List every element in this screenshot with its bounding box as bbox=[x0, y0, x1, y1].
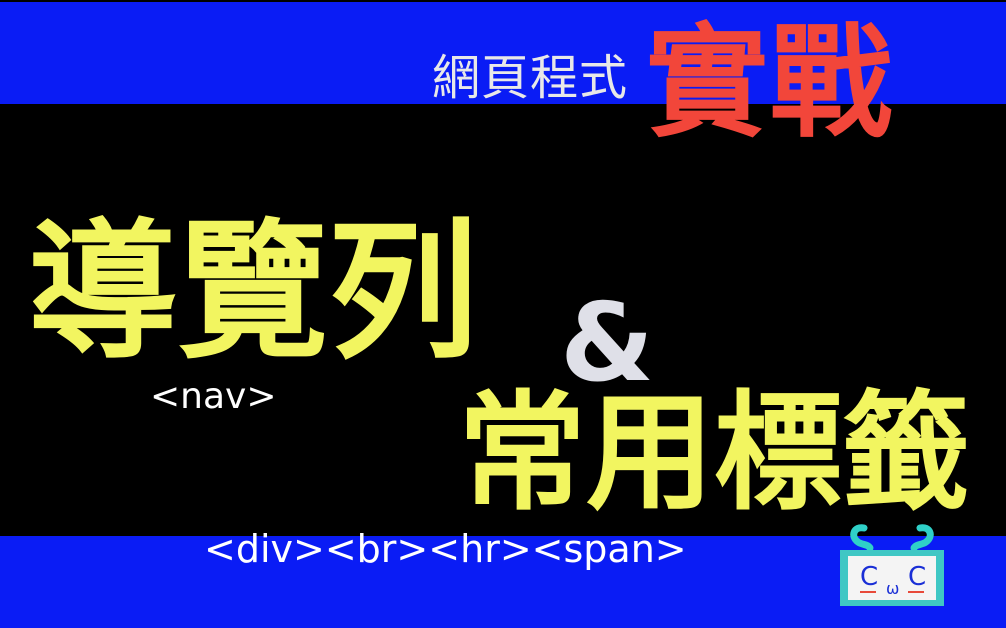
tv-mascot-icon: C ω C bbox=[840, 524, 944, 606]
top-blue-band bbox=[0, 0, 1006, 104]
nav-tag-label: <nav> bbox=[150, 376, 277, 417]
subtitle: 網頁程式 bbox=[432, 50, 629, 106]
bottom-blue-band bbox=[0, 536, 1006, 628]
tag-list-label: <div><br><hr><span> bbox=[204, 527, 687, 571]
logo-left-letter: C bbox=[860, 562, 878, 592]
cwc-logo: C ω C bbox=[836, 522, 948, 608]
ampersand: & bbox=[560, 281, 655, 406]
logo-middle-letter: ω bbox=[886, 579, 899, 598]
accent-title: 實戰 bbox=[646, 12, 894, 154]
main-title-navbar: 導覽列 bbox=[28, 206, 479, 380]
main-title-common-tags: 常用標籤 bbox=[458, 379, 971, 528]
logo-right-letter: C bbox=[908, 562, 926, 592]
